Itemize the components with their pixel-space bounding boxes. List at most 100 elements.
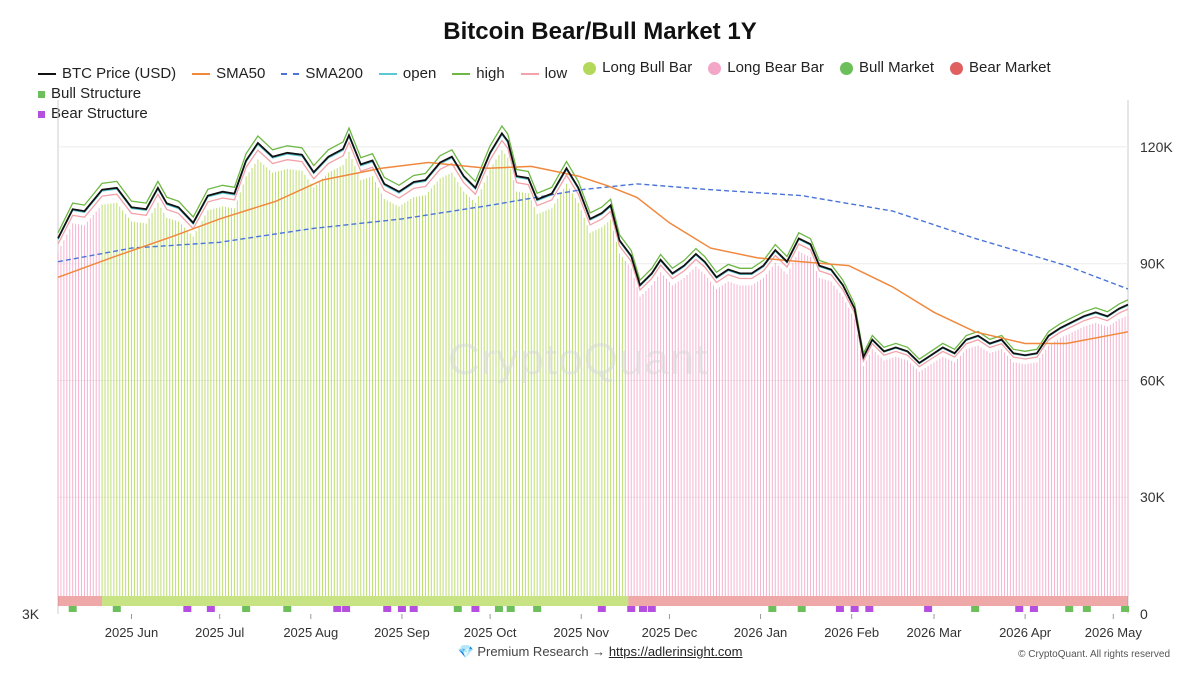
bull-structure-mark <box>797 606 806 612</box>
legend-label: BTC Price (USD) <box>62 64 177 82</box>
legend-swatch-icon <box>38 110 45 118</box>
legend-item-bear-market[interactable]: Bear Market <box>950 58 1051 78</box>
legend-swatch-icon <box>452 72 471 75</box>
legend-swatch-icon <box>520 72 539 75</box>
legend-swatch-icon <box>839 61 853 75</box>
low-line <box>57 139 1129 368</box>
x-tick-label: 2025 Dec <box>642 625 698 640</box>
x-tick-label: 2025 Aug <box>283 625 338 640</box>
legend-label: Bull Structure <box>51 85 142 102</box>
x-tick-label: 2025 Nov <box>553 625 609 640</box>
legend-swatch-icon <box>281 72 300 75</box>
bear-structure-mark <box>850 606 859 612</box>
bear-structure-mark <box>835 606 844 612</box>
footer-link[interactable]: https://adlerinsight.com <box>608 644 743 659</box>
legend-item-bear-structure[interactable]: Bear Structure <box>38 104 1162 124</box>
bull-structure-mark <box>68 606 77 612</box>
legend-item-open[interactable]: open <box>378 64 437 84</box>
legend-label: low <box>544 64 568 82</box>
bear-structure-mark <box>409 606 418 612</box>
legend-item-long-bear-bar[interactable]: Long Bear Bar <box>708 58 824 78</box>
bear-structure-mark <box>638 606 647 612</box>
bull-structure-mark <box>1121 606 1130 612</box>
legend-item-btc-price-usd[interactable]: BTC Price (USD) <box>38 64 176 84</box>
bear-structure-mark <box>1029 606 1038 612</box>
bull-structure-mark <box>494 606 503 612</box>
sma50-line <box>57 161 1129 345</box>
diamond-icon: 💎 <box>457 644 474 659</box>
high-line <box>57 124 1129 361</box>
legend-label: Long Bear Bar <box>727 59 824 76</box>
footer-text: Premium Research → <box>477 644 606 659</box>
bear-structure-mark <box>471 606 480 612</box>
x-tick-label: 2025 Sep <box>374 625 430 640</box>
legend-item-high[interactable]: high <box>452 64 505 84</box>
bear-structure-mark <box>206 606 215 612</box>
bull-structure-mark <box>283 606 292 612</box>
y-tick-label: 30K <box>1140 489 1166 505</box>
legend-label: Long Bull Bar <box>602 59 693 76</box>
legend-swatch-icon <box>38 90 45 98</box>
footer: 💎 Premium Research → https://adlerinsigh… <box>0 644 1200 660</box>
bear-structure-mark <box>383 606 392 612</box>
bull-structure-mark <box>768 606 777 612</box>
bear-structure-mark <box>397 606 406 612</box>
bear-structure-mark <box>865 606 874 612</box>
legend-swatch-icon <box>950 61 963 75</box>
y-tick-label: 120K <box>1140 139 1173 155</box>
bear-structure-mark <box>924 606 933 612</box>
legend-swatch-icon <box>378 72 397 75</box>
bull-structure-mark <box>533 606 542 612</box>
legend-swatch-icon <box>708 61 722 75</box>
bear-structure-mark <box>627 606 636 612</box>
legend-swatch-icon <box>192 72 211 75</box>
legend-label: open <box>402 64 437 82</box>
x-tick-label: 2025 Jun <box>105 625 159 640</box>
x-tick-label: 2025 Oct <box>464 625 517 640</box>
legend-swatch-icon <box>38 72 56 75</box>
bear-structure-mark <box>183 606 192 612</box>
legend-item-sma200[interactable]: SMA200 <box>281 64 363 84</box>
legend-label: Bear Structure <box>51 105 148 122</box>
legend-label: SMA200 <box>305 64 363 82</box>
left-tick-label: 3K <box>22 606 40 622</box>
bull-market-strip <box>102 596 629 606</box>
x-tick-label: 2026 Feb <box>824 625 879 640</box>
regime-bars <box>57 150 1129 596</box>
bull-structure-mark <box>1065 606 1074 612</box>
bear-market-strip <box>58 596 103 606</box>
bear-structure-mark <box>647 606 656 612</box>
bull-structure-mark <box>971 606 980 612</box>
y-tick-label: 90K <box>1140 256 1166 272</box>
legend-swatch-icon <box>583 61 597 75</box>
btc-price-line <box>57 131 1129 365</box>
bear-structure-mark <box>342 606 351 612</box>
legend-item-sma50[interactable]: SMA50 <box>192 64 265 84</box>
x-tick-label: 2026 May <box>1085 625 1143 640</box>
legend-item-bull-market[interactable]: Bull Market <box>839 58 934 78</box>
legend-item-low[interactable]: low <box>520 64 568 84</box>
bull-structure-mark <box>242 606 251 612</box>
bear-structure-mark <box>333 606 342 612</box>
chart-title: Bitcoin Bear/Bull Market 1Y <box>443 18 757 45</box>
bear-market-strip <box>628 596 1128 606</box>
watermark: CryptoQuant <box>448 335 709 384</box>
x-tick-label: 2025 Jul <box>195 625 244 640</box>
x-tick-label: 2026 Jan <box>734 625 788 640</box>
legend-label: Bull Market <box>858 59 934 76</box>
bull-structure-mark <box>453 606 462 612</box>
copyright: © CryptoQuant. All rights reserved <box>1018 649 1170 660</box>
chart-legend: BTC Price (USD) SMA50 SMA200 open high low Lon… <box>38 58 1178 124</box>
y-tick-label: 0 <box>1140 606 1148 622</box>
bear-structure-mark <box>1015 606 1024 612</box>
bear-structure-mark <box>597 606 606 612</box>
bull-structure-mark <box>1082 606 1091 612</box>
legend-label: Bear Market <box>969 59 1051 76</box>
y-tick-label: 60K <box>1140 372 1166 388</box>
x-tick-label: 2026 Apr <box>999 625 1052 640</box>
bull-structure-mark <box>112 606 121 612</box>
legend-item-bull-structure[interactable]: Bull Structure <box>38 84 141 104</box>
legend-item-long-bull-bar[interactable]: Long Bull Bar <box>583 58 692 78</box>
bull-structure-mark <box>506 606 515 612</box>
